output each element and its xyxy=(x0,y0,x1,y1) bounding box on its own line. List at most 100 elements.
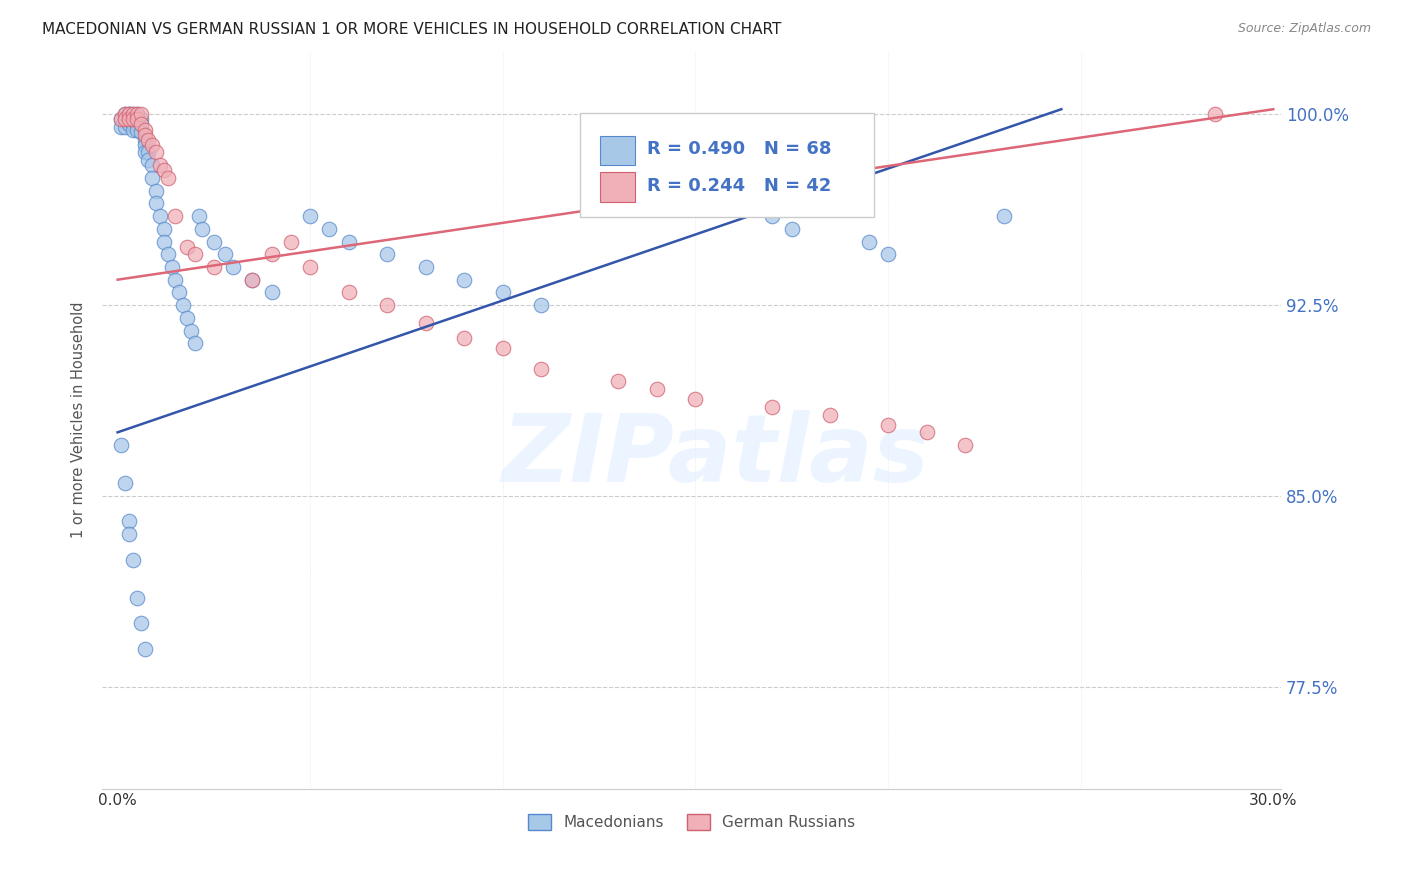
Point xyxy=(337,235,360,249)
Point xyxy=(134,133,156,147)
Point xyxy=(165,209,187,223)
Point xyxy=(145,196,167,211)
Point xyxy=(202,260,225,274)
Point xyxy=(141,170,163,185)
Point xyxy=(110,438,132,452)
Point xyxy=(167,285,190,300)
Point xyxy=(118,112,141,127)
Point xyxy=(156,170,179,185)
Point xyxy=(129,118,152,132)
Point xyxy=(125,591,148,605)
Point xyxy=(530,298,553,312)
Point xyxy=(122,112,145,127)
Point xyxy=(114,112,136,127)
Point xyxy=(122,107,145,121)
Point xyxy=(149,158,172,172)
Text: R = 0.490   N = 68: R = 0.490 N = 68 xyxy=(647,140,831,158)
Point xyxy=(260,247,283,261)
Point xyxy=(492,342,515,356)
Point xyxy=(993,209,1015,223)
Point xyxy=(820,408,842,422)
Point xyxy=(415,260,437,274)
Point xyxy=(134,122,156,136)
Point xyxy=(183,247,205,261)
Point xyxy=(122,107,145,121)
Point xyxy=(129,616,152,631)
Point xyxy=(172,298,194,312)
Point xyxy=(145,145,167,160)
Point xyxy=(453,273,475,287)
Point xyxy=(141,158,163,172)
Point xyxy=(114,107,136,121)
Point xyxy=(453,331,475,345)
Point xyxy=(187,209,209,223)
Point xyxy=(125,107,148,121)
Point xyxy=(156,247,179,261)
Point xyxy=(685,392,707,407)
Point xyxy=(780,221,803,235)
Point xyxy=(134,641,156,656)
Point xyxy=(118,515,141,529)
Point xyxy=(134,128,156,142)
Point xyxy=(877,247,900,261)
Point xyxy=(877,417,900,432)
Point xyxy=(165,273,187,287)
Point xyxy=(492,285,515,300)
Point xyxy=(138,145,160,160)
Point xyxy=(118,112,141,127)
Point xyxy=(118,107,141,121)
Point xyxy=(129,118,152,132)
Point xyxy=(318,221,340,235)
Point xyxy=(607,375,630,389)
Point xyxy=(145,184,167,198)
Y-axis label: 1 or more Vehicles in Household: 1 or more Vehicles in Household xyxy=(72,301,86,538)
FancyBboxPatch shape xyxy=(599,172,636,202)
Point xyxy=(153,235,176,249)
Point xyxy=(214,247,236,261)
Point xyxy=(202,235,225,249)
Point xyxy=(122,112,145,127)
Point xyxy=(110,112,132,127)
Point xyxy=(141,137,163,152)
Point xyxy=(183,336,205,351)
Point xyxy=(415,316,437,330)
Text: ZIPatlas: ZIPatlas xyxy=(501,410,929,502)
Point xyxy=(114,476,136,491)
Point xyxy=(375,298,398,312)
Point xyxy=(176,310,198,325)
Point xyxy=(138,153,160,167)
Point xyxy=(110,112,132,127)
Point xyxy=(134,145,156,160)
Point xyxy=(134,137,156,152)
Point xyxy=(645,382,668,396)
Point xyxy=(337,285,360,300)
Point xyxy=(122,122,145,136)
Point xyxy=(118,107,141,121)
Point xyxy=(260,285,283,300)
Point xyxy=(176,239,198,253)
Point xyxy=(153,163,176,178)
Text: Source: ZipAtlas.com: Source: ZipAtlas.com xyxy=(1237,22,1371,36)
Point xyxy=(153,221,176,235)
Point xyxy=(242,273,264,287)
Point xyxy=(125,122,148,136)
Point xyxy=(138,133,160,147)
Legend: Macedonians, German Russians: Macedonians, German Russians xyxy=(522,808,860,836)
FancyBboxPatch shape xyxy=(599,136,636,165)
Point xyxy=(761,209,783,223)
Point xyxy=(122,118,145,132)
Point xyxy=(114,120,136,134)
Point xyxy=(129,125,152,139)
Text: MACEDONIAN VS GERMAN RUSSIAN 1 OR MORE VEHICLES IN HOUSEHOLD CORRELATION CHART: MACEDONIAN VS GERMAN RUSSIAN 1 OR MORE V… xyxy=(42,22,782,37)
Point xyxy=(858,235,880,249)
Point xyxy=(118,118,141,132)
FancyBboxPatch shape xyxy=(579,113,875,217)
Point xyxy=(222,260,245,274)
Point xyxy=(180,324,202,338)
Point xyxy=(125,112,148,127)
Point xyxy=(953,438,976,452)
Point xyxy=(280,235,302,249)
Point xyxy=(125,107,148,121)
Point xyxy=(125,112,148,127)
Point xyxy=(129,112,152,127)
